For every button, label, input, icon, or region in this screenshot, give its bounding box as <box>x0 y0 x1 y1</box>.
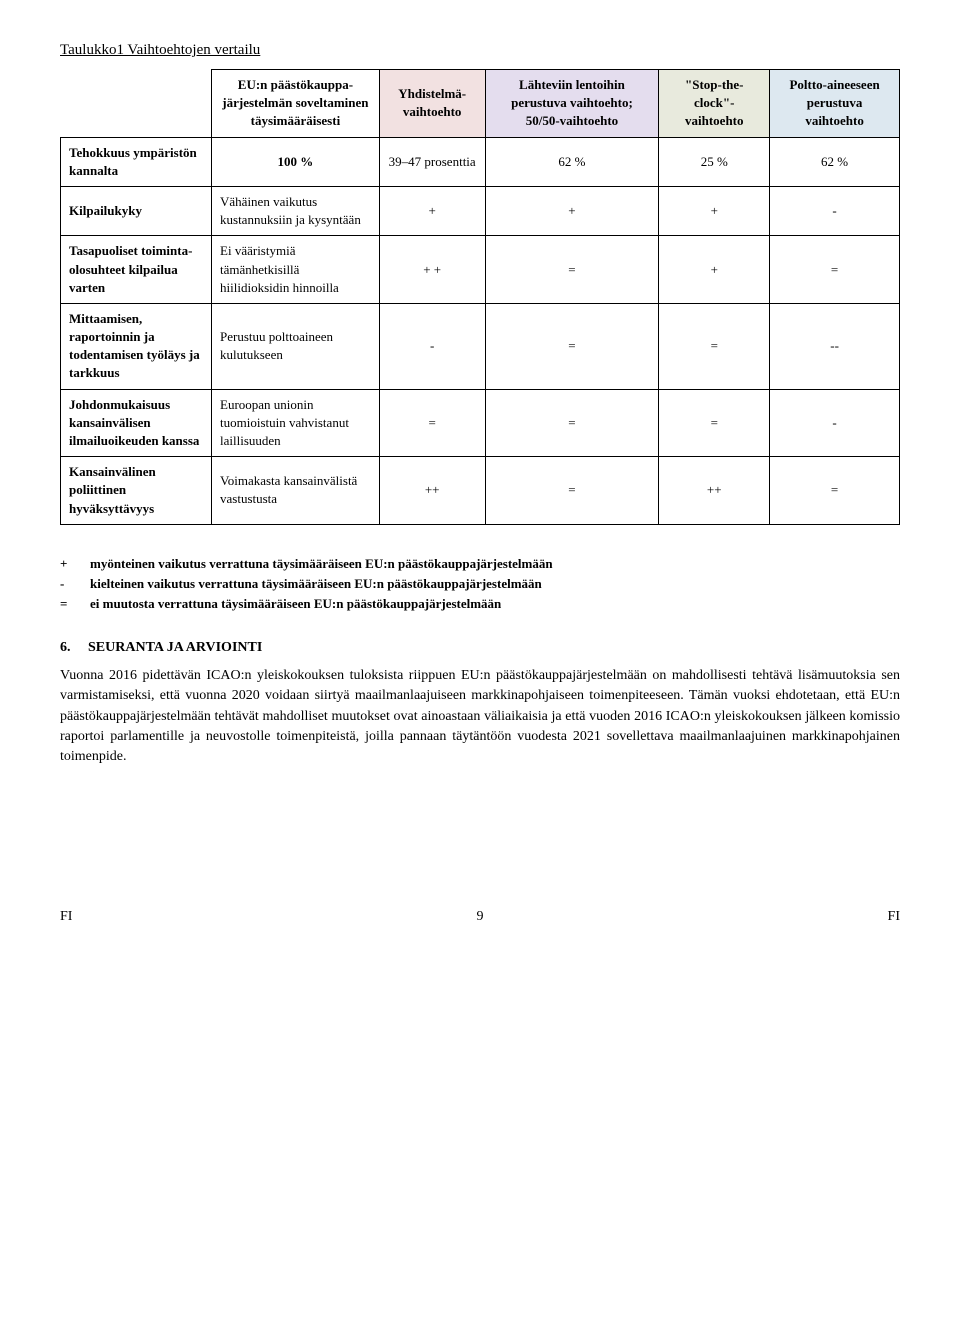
section-title: SEURANTA JA ARVIOINTI <box>88 640 262 655</box>
row-value: ++ <box>379 457 485 525</box>
row-value: 62 % <box>485 137 659 186</box>
row-value: + <box>485 186 659 235</box>
col-h1: EU:n päästökauppa-järjestelmän soveltami… <box>212 70 380 138</box>
row-label: Johdonmukaisuus kansainvälisen ilmailuoi… <box>61 389 212 457</box>
col-h3: Lähteviin lentoihin perustuva vaihtoehto… <box>485 70 659 138</box>
row-desc: Voimakasta kansainvälistä vastustusta <box>212 457 380 525</box>
blank-corner <box>61 70 212 138</box>
row-value: + <box>659 236 770 304</box>
section-body: Vuonna 2016 pidettävän ICAO:n yleiskokou… <box>60 666 900 767</box>
row-label: Mittaamisen, raportoinnin ja todentamise… <box>61 303 212 389</box>
row-value: + + <box>379 236 485 304</box>
legend-row: =ei muutosta verrattuna täysimääräiseen … <box>60 595 900 613</box>
footer-page-num: 9 <box>100 907 860 927</box>
row-label: Tasapuoliset toiminta-olosuhteet kilpail… <box>61 236 212 304</box>
legend-block: +myönteinen vaikutus verrattuna täysimää… <box>60 555 900 614</box>
col-h2: Yhdistelmä-vaihtoehto <box>379 70 485 138</box>
comparison-table: EU:n päästökauppa-järjestelmän soveltami… <box>60 69 900 525</box>
table-row: Mittaamisen, raportoinnin ja todentamise… <box>61 303 900 389</box>
col-h4: "Stop-the-clock"-vaihtoehto <box>659 70 770 138</box>
row-value: = <box>379 389 485 457</box>
row-desc: 100 % <box>212 137 380 186</box>
legend-row: +myönteinen vaikutus verrattuna täysimää… <box>60 555 900 573</box>
row-desc: Vähäinen vaikutus kustannuksiin ja kysyn… <box>212 186 380 235</box>
legend-text: kielteinen vaikutus verrattuna täysimäär… <box>90 575 900 593</box>
row-value: = <box>485 303 659 389</box>
legend-row: -kielteinen vaikutus verrattuna täysimää… <box>60 575 900 593</box>
row-value: - <box>770 186 900 235</box>
table-row: Johdonmukaisuus kansainvälisen ilmailuoi… <box>61 389 900 457</box>
row-desc: Euroopan unionin tuomioistuin vahvistanu… <box>212 389 380 457</box>
legend-text: ei muutosta verrattuna täysimääräiseen E… <box>90 595 900 613</box>
row-value: 39–47 prosenttia <box>379 137 485 186</box>
col-h5: Poltto-aineeseen perustuva vaihtoehto <box>770 70 900 138</box>
footer-left: FI <box>60 907 100 927</box>
row-label: Tehokkuus ympäristön kannalta <box>61 137 212 186</box>
legend-symbol: - <box>60 575 90 593</box>
legend-symbol: = <box>60 595 90 613</box>
page-title: Taulukko1 Vaihtoehtojen vertailu <box>60 40 900 61</box>
table-row: KilpailukykyVähäinen vaikutus kustannuks… <box>61 186 900 235</box>
table-row: Tehokkuus ympäristön kannalta100 %39–47 … <box>61 137 900 186</box>
row-desc: Ei vääristymiä tämänhetkisillä hiilidiok… <box>212 236 380 304</box>
row-value: - <box>770 389 900 457</box>
row-value: = <box>659 303 770 389</box>
legend-text: myönteinen vaikutus verrattuna täysimäär… <box>90 555 900 573</box>
row-value: = <box>770 457 900 525</box>
row-value: = <box>485 236 659 304</box>
row-label: Kilpailukyky <box>61 186 212 235</box>
row-value: 62 % <box>770 137 900 186</box>
row-value: + <box>659 186 770 235</box>
row-label: Kansainvälinen poliittinen hyväksyttävyy… <box>61 457 212 525</box>
row-value: ++ <box>659 457 770 525</box>
row-desc: Perustuu polttoaineen kulutukseen <box>212 303 380 389</box>
row-value: -- <box>770 303 900 389</box>
footer-right: FI <box>860 907 900 927</box>
row-value: = <box>485 389 659 457</box>
section-num: 6. <box>60 640 71 655</box>
section-heading: 6. SEURANTA JA ARVIOINTI <box>60 638 900 658</box>
legend-symbol: + <box>60 555 90 573</box>
row-value: = <box>659 389 770 457</box>
table-row: Kansainvälinen poliittinen hyväksyttävyy… <box>61 457 900 525</box>
row-value: = <box>770 236 900 304</box>
table-row: Tasapuoliset toiminta-olosuhteet kilpail… <box>61 236 900 304</box>
row-value: + <box>379 186 485 235</box>
row-value: 25 % <box>659 137 770 186</box>
row-value: - <box>379 303 485 389</box>
row-value: = <box>485 457 659 525</box>
table-header-row: EU:n päästökauppa-järjestelmän soveltami… <box>61 70 900 138</box>
page-footer: FI 9 FI <box>60 907 900 927</box>
